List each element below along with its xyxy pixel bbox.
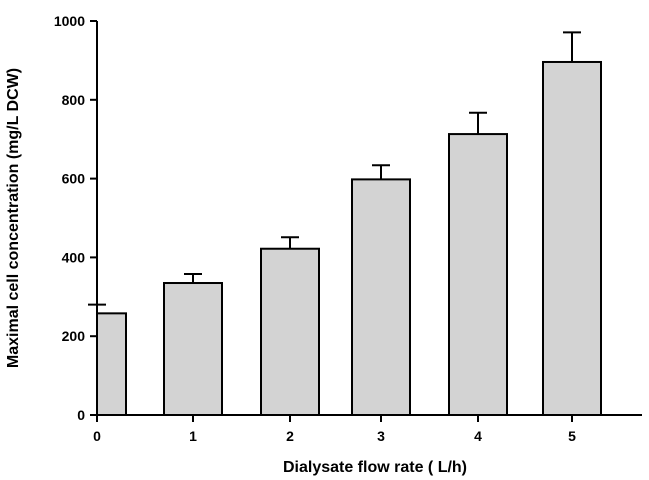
y-tick-label-200: 200: [62, 328, 86, 344]
y-tick-label-800: 800: [62, 92, 86, 108]
y-tick-label-0: 0: [77, 407, 85, 423]
bars-layer: [96, 60, 602, 417]
bar-5: [542, 60, 602, 416]
ticks-layer: 0 200 400 600 800 1000 0 1 2 3 4 5: [54, 13, 576, 444]
bar-3: [351, 178, 411, 416]
x-axis-label: Dialysate flow rate ( L/h): [283, 459, 467, 476]
y-tick-label-400: 400: [62, 249, 86, 265]
x-tick-label-3: 3: [377, 428, 385, 444]
error-bars-layer: [88, 31, 581, 314]
bar-2: [260, 247, 320, 416]
bar-1: [163, 282, 223, 417]
axes-layer: [96, 21, 642, 416]
x-tick-label-4: 4: [474, 428, 482, 444]
x-tick-label-0: 0: [93, 428, 101, 444]
x-tick-label-2: 2: [286, 428, 294, 444]
bar-4: [448, 133, 508, 416]
x-tick-label-5: 5: [568, 428, 576, 444]
y-axis-label: Maximal cell concentration (mg/L DCW): [5, 68, 22, 368]
x-tick-label-1: 1: [189, 428, 197, 444]
y-tick-label-600: 600: [62, 171, 86, 187]
y-tick-label-1000: 1000: [54, 13, 85, 29]
bar-0: [96, 312, 127, 416]
